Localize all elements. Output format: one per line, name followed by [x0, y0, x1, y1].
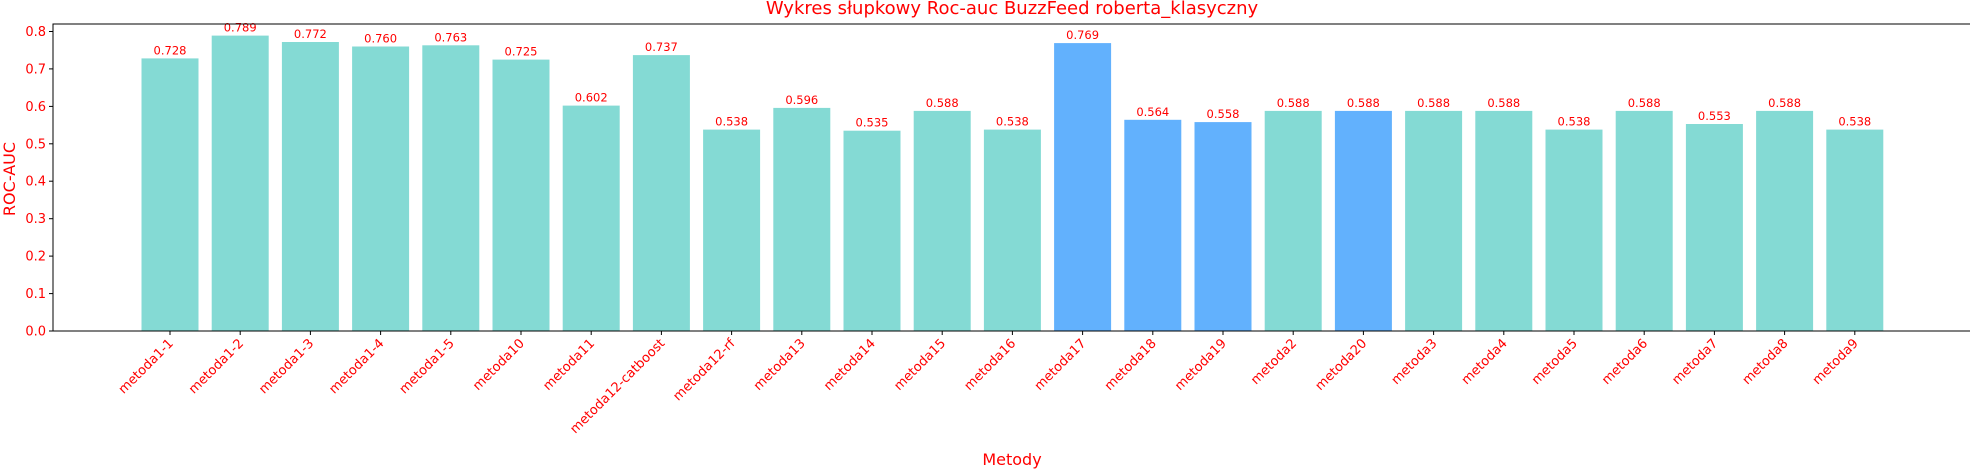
x-tick-label-metoda3: metoda3 [1389, 336, 1441, 388]
x-tick-label-metoda16: metoda16 [962, 336, 1020, 394]
value-labels-layer: 0.728 0.789 0.772 0.760 0.763 0.725 0.602 0.737… [154, 21, 1872, 130]
value-label-metoda18: 0.564 [1136, 105, 1169, 119]
x-tick-label-metoda9: metoda9 [1810, 336, 1862, 388]
bar-metoda13 [773, 107, 831, 332]
x-tick-label-metoda19: metoda19 [1172, 336, 1230, 394]
bar-metoda1-3 [281, 42, 339, 331]
value-label-metoda13: 0.596 [785, 93, 818, 107]
bar-metoda2 [1264, 110, 1322, 332]
y-tick-label-5: 0.5 [25, 137, 46, 152]
value-label-metoda16: 0.538 [996, 115, 1029, 129]
x-tick-label-metoda6: metoda6 [1599, 336, 1651, 388]
bar-metoda6 [1615, 110, 1673, 332]
x-tick-label-metoda7: metoda7 [1669, 336, 1721, 388]
x-tick-label-metoda17: metoda17 [1032, 336, 1090, 394]
value-label-metoda10: 0.725 [505, 45, 538, 59]
x-tick-label-metoda11: metoda11 [540, 336, 598, 394]
value-label-metoda12-rf: 0.538 [715, 115, 748, 129]
x-tick-label-metoda4: metoda4 [1459, 336, 1511, 388]
bar-metoda8 [1756, 110, 1814, 332]
x-tick-label-metoda1-5: metoda1-5 [397, 336, 458, 397]
bar-metoda1-5 [422, 45, 480, 332]
y-tick-label-6: 0.6 [25, 100, 46, 115]
bar-metoda17 [1054, 43, 1112, 331]
y-tick-label-2: 0.2 [25, 250, 46, 265]
bar-metoda14 [843, 130, 901, 331]
bars-layer [141, 35, 1884, 332]
bar-metoda7 [1685, 124, 1743, 331]
value-label-metoda5: 0.538 [1558, 115, 1591, 129]
x-tick-label-metoda20: metoda20 [1313, 336, 1371, 394]
x-tick-label-metoda1-1: metoda1-1 [116, 336, 177, 397]
x-tick-label-metoda1-3: metoda1-3 [256, 336, 317, 397]
bar-metoda15 [913, 110, 971, 332]
value-label-metoda3: 0.588 [1417, 96, 1450, 110]
value-label-metoda15: 0.588 [926, 96, 959, 110]
value-label-metoda17: 0.769 [1066, 28, 1099, 42]
value-label-metoda1-2: 0.789 [224, 21, 257, 35]
value-label-metoda11: 0.602 [575, 91, 608, 105]
value-label-metoda1-5: 0.763 [434, 30, 467, 44]
chart-title: Wykres słupkowy Roc-auc BuzzFeed roberta… [766, 0, 1259, 19]
bar-metoda12-catboost [632, 55, 690, 331]
bar-metoda19 [1194, 122, 1252, 331]
x-tick-label-metoda14: metoda14 [821, 336, 879, 394]
y-tick-label-1: 0.1 [25, 287, 46, 302]
bar-metoda1-2 [211, 35, 269, 331]
x-tick-label-metoda18: metoda18 [1102, 336, 1160, 394]
x-tick-label-metoda1-4: metoda1-4 [326, 336, 387, 397]
value-label-metoda1-1: 0.728 [154, 43, 187, 57]
y-tick-label-4: 0.4 [25, 175, 46, 190]
bar-metoda18 [1124, 119, 1182, 331]
x-tick-label-metoda1-2: metoda1-2 [186, 336, 247, 397]
bar-metoda16 [983, 129, 1041, 331]
value-label-metoda12-catboost: 0.737 [645, 40, 678, 54]
x-tick-label-metoda12-rf: metoda12-rf [670, 336, 738, 404]
x-tick-label-metoda10: metoda10 [470, 336, 528, 394]
x-axis-label: Metody [982, 450, 1041, 469]
value-label-metoda8: 0.588 [1768, 96, 1801, 110]
value-label-metoda9: 0.538 [1838, 115, 1871, 129]
value-label-metoda19: 0.558 [1207, 107, 1240, 121]
bar-metoda10 [492, 59, 550, 331]
value-label-metoda6: 0.588 [1628, 96, 1661, 110]
x-tick-label-metoda13: metoda13 [751, 336, 809, 394]
bar-metoda4 [1475, 110, 1533, 332]
value-label-metoda1-3: 0.772 [294, 27, 327, 41]
value-label-metoda14: 0.535 [856, 116, 889, 130]
plot-frame [52, 23, 1970, 332]
bar-metoda1-4 [352, 46, 410, 331]
bar-metoda11 [562, 105, 620, 331]
bar-metoda5 [1545, 129, 1603, 331]
y-axis-label: ROC-AUC [0, 142, 19, 216]
bar-metoda12-rf [703, 129, 761, 331]
bar-metoda9 [1826, 129, 1884, 331]
x-tick-label-metoda15: metoda15 [891, 336, 949, 394]
bar-metoda3 [1405, 110, 1463, 332]
value-label-metoda4: 0.588 [1487, 96, 1520, 110]
value-label-metoda7: 0.553 [1698, 109, 1731, 123]
y-tick-label-7: 0.7 [25, 62, 46, 77]
x-tick-label-metoda2: metoda2 [1248, 336, 1300, 388]
x-tick-label-metoda8: metoda8 [1740, 336, 1792, 388]
y-tick-label-3: 0.3 [25, 212, 46, 227]
y-tick-label-0: 0.0 [25, 325, 46, 340]
value-label-metoda1-4: 0.760 [364, 32, 397, 46]
bar-metoda1-1 [141, 58, 199, 332]
x-tick-label-metoda5: metoda5 [1529, 336, 1581, 388]
bar-metoda20 [1334, 110, 1392, 332]
y-tick-label-8: 0.8 [25, 25, 46, 40]
value-label-metoda20: 0.588 [1347, 96, 1380, 110]
value-label-metoda2: 0.588 [1277, 96, 1310, 110]
